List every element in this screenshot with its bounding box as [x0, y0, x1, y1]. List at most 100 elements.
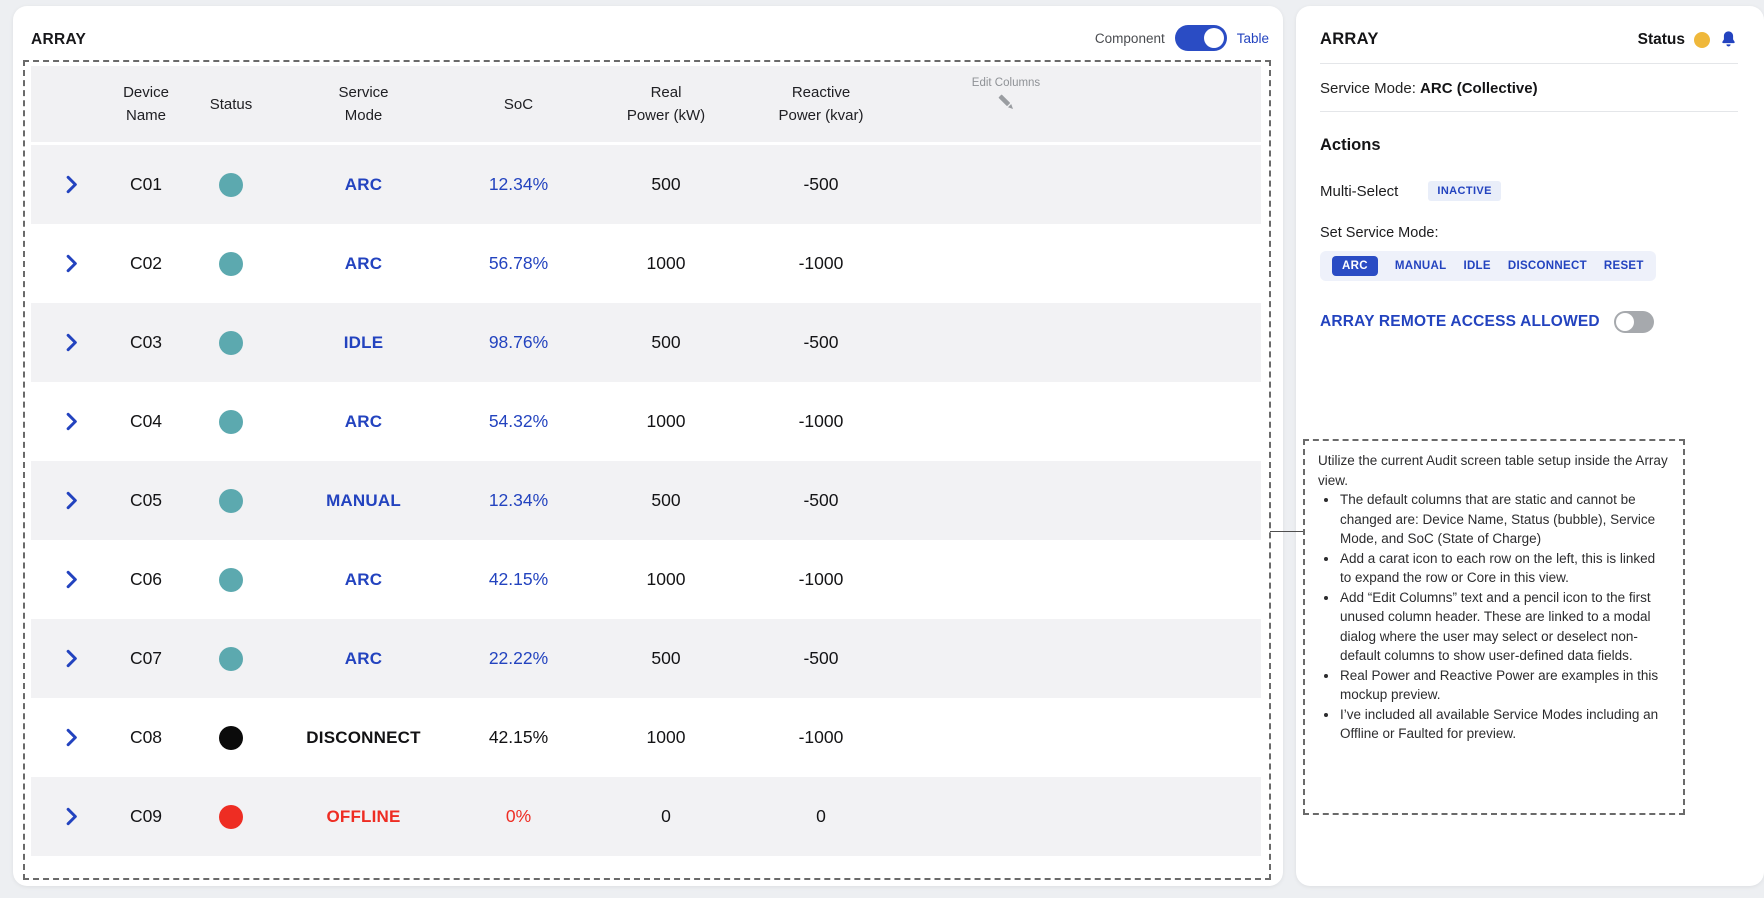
device-name: C08 [129, 727, 163, 747]
reactive-power-value: -1000 [798, 253, 844, 273]
status-dot [219, 330, 243, 355]
reactive-power-value: -500 [803, 490, 839, 510]
service-mode-button-group: ARC MANUAL IDLE DISCONNECT RESET [1320, 251, 1656, 281]
device-name: C04 [129, 411, 163, 431]
service-mode-value: ARC [344, 411, 383, 431]
remote-access-row: ARRAY REMOTE ACCESS ALLOWED [1320, 311, 1738, 333]
real-power-value: 1000 [646, 727, 686, 747]
table-region: Device Name Status Service Mode SoC Real… [23, 60, 1271, 880]
view-toggle-knob [1203, 28, 1224, 48]
mode-button-arc[interactable]: ARC [1332, 256, 1378, 276]
expand-chevron-icon[interactable] [59, 726, 83, 750]
table-row: C04 ARC 54.32% 1000 -1000 [31, 382, 1261, 461]
panel-header: ARRAY Status [1320, 6, 1738, 49]
reactive-power-value: 0 [816, 806, 826, 826]
table-row: C01 ARC 12.34% 500 -500 [31, 145, 1261, 224]
view-toggle-table-label[interactable]: Table [1236, 30, 1269, 46]
col-header-status: Status [209, 95, 253, 113]
pencil-icon [998, 94, 1013, 109]
edit-columns-label: Edit Columns [971, 77, 1041, 89]
status-dot [219, 251, 243, 276]
expand-chevron-icon[interactable] [59, 489, 83, 513]
real-power-value: 500 [651, 332, 681, 352]
soc-value: 54.32% [488, 411, 549, 431]
table-row: C06 ARC 42.15% 1000 -1000 [31, 540, 1261, 619]
table-row: C09 OFFLINE 0% 0 0 [31, 777, 1261, 856]
reactive-power-value: -1000 [798, 411, 844, 431]
multi-select-row: Multi-Select INACTIVE [1320, 181, 1738, 201]
col-header-soc: SoC [503, 95, 534, 113]
notification-bell-icon[interactable] [1719, 30, 1738, 49]
real-power-value: 0 [661, 806, 671, 826]
divider [1320, 63, 1738, 64]
soc-value: 98.76% [488, 332, 549, 352]
divider [1320, 111, 1738, 112]
reactive-power-value: -500 [803, 332, 839, 352]
service-mode-value: ARC [344, 174, 383, 194]
status-dot [219, 804, 243, 829]
reactive-power-value: -500 [803, 174, 839, 194]
status-dot [219, 646, 243, 671]
note-bullet: Real Power and Reactive Power are exampl… [1339, 666, 1670, 705]
view-toggle: Component Table [1095, 25, 1269, 51]
status-dot [219, 725, 243, 750]
table-row: C07 ARC 22.22% 500 -500 [31, 619, 1261, 698]
page-title: ARRAY [31, 31, 87, 48]
device-name: C03 [129, 332, 163, 352]
expand-chevron-icon[interactable] [59, 331, 83, 355]
annotation-note: Utilize the current Audit screen table s… [1303, 439, 1685, 815]
array-detail-panel: ARRAY Status Service Mode: ARC (Collecti… [1296, 6, 1764, 886]
note-bullet: I’ve included all available Service Mode… [1339, 705, 1670, 744]
note-bullets: The default columns that are static and … [1318, 490, 1670, 744]
real-power-value: 1000 [646, 253, 686, 273]
status-dot [219, 409, 243, 434]
soc-value: 12.34% [488, 490, 549, 510]
expand-chevron-icon[interactable] [59, 647, 83, 671]
mode-button-reset[interactable]: RESET [1603, 260, 1644, 272]
remote-access-toggle-knob [1615, 313, 1634, 331]
mode-button-disconnect[interactable]: DISCONNECT [1507, 260, 1587, 272]
soc-value: 0% [505, 806, 532, 826]
service-mode-value: DISCONNECT [306, 727, 421, 747]
device-name: C07 [129, 648, 163, 668]
expand-chevron-icon[interactable] [59, 173, 83, 197]
table-row: C03 IDLE 98.76% 500 -500 [31, 303, 1261, 382]
array-table-card: ARRAY Component Table Device Name Status… [13, 6, 1283, 886]
edit-columns-button[interactable]: Edit Columns [901, 66, 1111, 113]
multi-select-label: Multi-Select [1320, 182, 1399, 200]
reactive-power-value: -500 [803, 648, 839, 668]
panel-title: ARRAY [1320, 30, 1379, 48]
reactive-power-value: -1000 [798, 727, 844, 747]
table-header-row: Device Name Status Service Mode SoC Real… [31, 66, 1261, 142]
col-header-real-power: Real Power (kW) [626, 84, 706, 124]
real-power-value: 1000 [646, 569, 686, 589]
soc-value: 12.34% [488, 174, 549, 194]
status-label: Status [1637, 30, 1685, 48]
col-header-device-name: Device Name [123, 84, 169, 124]
remote-access-toggle[interactable] [1613, 311, 1654, 333]
expand-chevron-icon[interactable] [59, 410, 83, 434]
device-name: C02 [129, 253, 163, 273]
mode-button-manual[interactable]: MANUAL [1394, 260, 1447, 272]
expand-chevron-icon[interactable] [59, 805, 83, 829]
expand-chevron-icon[interactable] [59, 568, 83, 592]
col-header-service-mode: Service Mode [338, 84, 389, 124]
soc-value: 42.15% [488, 569, 549, 589]
service-mode-value: ARC [344, 569, 383, 589]
annotation-connector-line [1270, 531, 1303, 532]
view-toggle-component-label[interactable]: Component [1094, 30, 1165, 46]
real-power-value: 500 [651, 174, 681, 194]
status-dot [219, 488, 243, 513]
note-bullet: Add a carat icon to each row on the left… [1339, 549, 1670, 588]
expand-chevron-icon[interactable] [59, 252, 83, 276]
device-name: C09 [129, 806, 163, 826]
multi-select-badge[interactable]: INACTIVE [1428, 181, 1501, 201]
service-mode-line: Service Mode: ARC (Collective) [1320, 80, 1538, 97]
view-toggle-switch[interactable] [1174, 25, 1227, 51]
remote-access-label: ARRAY REMOTE ACCESS ALLOWED [1320, 313, 1600, 330]
table-row: C05 MANUAL 12.34% 500 -500 [31, 461, 1261, 540]
device-name: C01 [129, 174, 163, 194]
reactive-power-value: -1000 [798, 569, 844, 589]
mode-button-idle[interactable]: IDLE [1463, 260, 1491, 272]
array-status: Status [1638, 30, 1738, 49]
